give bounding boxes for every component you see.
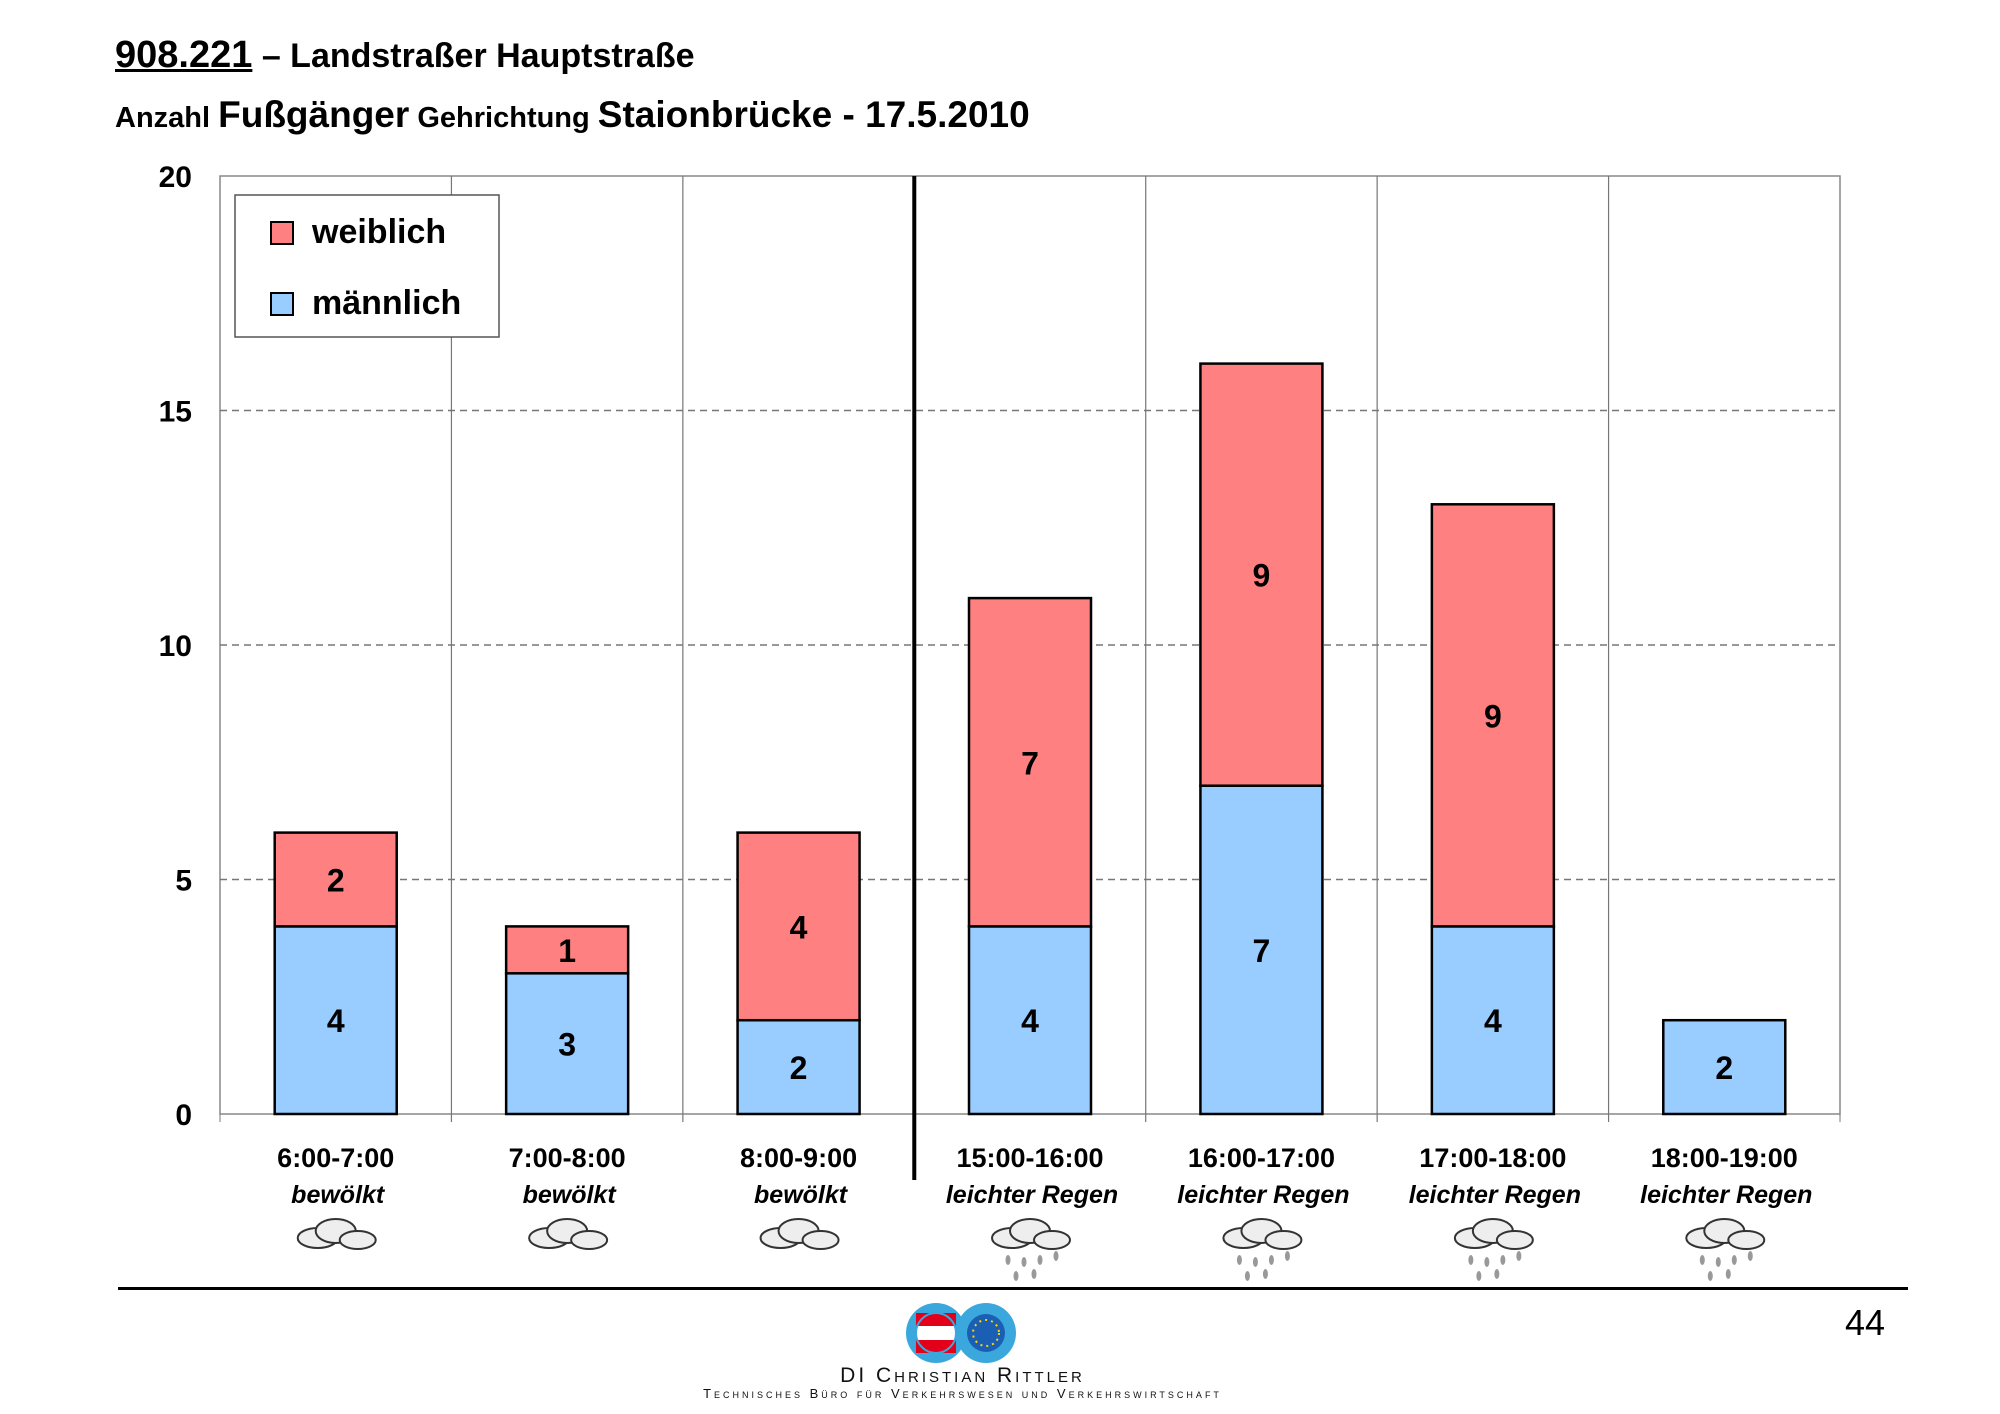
- rain-cloud-icon: [1453, 1218, 1534, 1281]
- x-tick-label: 15:00-16:00: [956, 1143, 1103, 1173]
- data-label: 2: [790, 1050, 808, 1086]
- weather-label: leichter Regen: [1640, 1181, 1812, 1209]
- subtitle-part: Fußgänger: [218, 94, 410, 135]
- bar-maennlich: [736, 1018, 861, 1116]
- weather-label: leichter Regen: [946, 1181, 1118, 1209]
- weather-label: bewölkt: [754, 1181, 849, 1209]
- data-label: 4: [790, 909, 808, 945]
- cloud-icon: [528, 1218, 609, 1250]
- bar-maennlich: [504, 972, 630, 1116]
- data-label: 4: [1021, 1003, 1039, 1039]
- bar-maennlich: [967, 925, 1093, 1116]
- bar-maennlich: [1199, 784, 1324, 1116]
- bar-weiblich: [736, 831, 861, 1022]
- cloud-icon: [759, 1218, 840, 1250]
- data-label: 1: [558, 933, 576, 969]
- data-label: 2: [1715, 1050, 1733, 1086]
- data-label: 9: [1253, 558, 1271, 594]
- x-tick-label: 16:00-17:00: [1188, 1143, 1335, 1173]
- x-tick-label: 6:00-7:00: [277, 1143, 394, 1173]
- data-label: 4: [327, 1003, 345, 1039]
- bar-weiblich: [1199, 362, 1324, 787]
- data-label: 4: [1484, 1003, 1502, 1039]
- legend-swatch: [270, 221, 294, 245]
- bar-maennlich: [1430, 925, 1556, 1116]
- subtitle-part: Anzahl: [115, 102, 219, 134]
- subtitle-part: Gehrichtung: [409, 102, 598, 134]
- title-number: 908.221: [115, 34, 253, 76]
- x-tick-label: 18:00-19:00: [1651, 1143, 1798, 1173]
- legend-swatch: [270, 292, 294, 316]
- data-label: 2: [327, 863, 345, 899]
- y-tick-label: 20: [159, 161, 192, 194]
- page-subtitle: Anzahl Fußgänger Gehrichtung Staionbrück…: [115, 94, 1030, 136]
- data-label: 3: [558, 1027, 576, 1063]
- bar-maennlich: [1662, 1018, 1787, 1116]
- data-label: 9: [1484, 698, 1502, 734]
- y-tick-label: 15: [159, 396, 192, 429]
- weather-label: leichter Regen: [1177, 1181, 1349, 1209]
- y-tick-label: 5: [175, 865, 192, 898]
- y-tick-label: 10: [159, 630, 192, 663]
- rain-cloud-icon: [991, 1218, 1071, 1281]
- x-tick-label: 17:00-18:00: [1419, 1143, 1566, 1173]
- data-label: 7: [1253, 933, 1271, 969]
- bar-weiblich: [273, 831, 398, 928]
- page-number: 44: [1845, 1302, 1886, 1343]
- x-tick-label: 8:00-9:00: [740, 1143, 857, 1173]
- weather-label: bewölkt: [523, 1181, 618, 1209]
- cloud-icon: [296, 1218, 377, 1250]
- legend-label: weiblich: [311, 213, 446, 251]
- rain-cloud-icon: [1685, 1218, 1766, 1281]
- rain-cloud-icon: [1222, 1218, 1303, 1281]
- bar-weiblich: [967, 596, 1093, 928]
- bar-weiblich: [504, 925, 630, 975]
- legend-label: männlich: [312, 284, 461, 322]
- company-logo: [906, 1303, 1016, 1363]
- page-title: 908.221 – Landstraßer Hauptstraße: [115, 34, 695, 77]
- company-name: DI Christian Rittler: [840, 1364, 1085, 1387]
- title-street: – Landstraßer Hauptstraße: [252, 37, 695, 75]
- company-tagline: Technisches Büro für Verkehrswesen und V…: [703, 1386, 1222, 1401]
- x-tick-label: 7:00-8:00: [509, 1143, 626, 1173]
- footer-divider: [118, 1287, 1908, 1290]
- subtitle-part: Staionbrücke - 17.5.2010: [597, 94, 1030, 135]
- weather-label: bewölkt: [291, 1181, 386, 1209]
- data-label: 7: [1021, 745, 1039, 781]
- weather-label: leichter Regen: [1409, 1181, 1581, 1209]
- bar-weiblich: [1430, 503, 1556, 928]
- bar-maennlich: [273, 925, 398, 1116]
- y-tick-label: 0: [175, 1099, 192, 1132]
